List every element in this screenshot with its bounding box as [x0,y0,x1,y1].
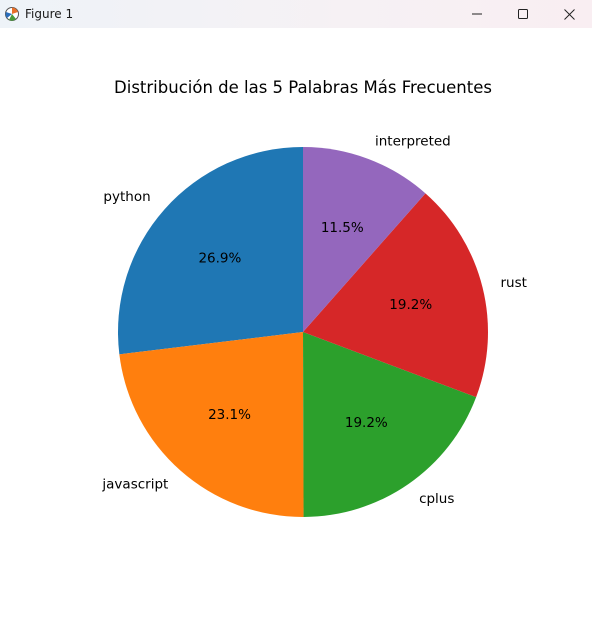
slice-label-javascript: javascript [101,477,168,493]
slice-label-rust: rust [500,275,526,291]
maximize-icon [518,9,528,19]
pie-slice-python [118,147,303,355]
matplotlib-icon [4,6,20,22]
pie-slice-rust [303,193,488,398]
slice-label-python: python [103,189,150,205]
slice-label-interpreted: interpreted [375,134,451,150]
pct-label-python: 26.9% [198,250,241,266]
pie-slice-cplus [303,332,477,517]
window-titlebar: Figure 1 [0,0,592,28]
pct-label-cplus: 19.2% [345,415,388,431]
close-button[interactable] [546,0,592,28]
minimize-button[interactable] [454,0,500,28]
pct-label-interpreted: 11.5% [321,220,364,236]
pie-slice-javascript [119,332,304,518]
slice-label-cplus: cplus [419,491,454,507]
pct-label-rust: 19.2% [389,297,432,313]
close-icon [563,8,575,20]
maximize-button[interactable] [500,0,546,28]
figure-canvas: Distribución de las 5 Palabras Más Frecu… [0,28,592,628]
minimize-icon [472,13,482,15]
pie-chart: Distribución de las 5 Palabras Más Frecu… [101,78,527,518]
pie-slice-interpreted [303,147,426,332]
chart-title: Distribución de las 5 Palabras Más Frecu… [114,78,492,97]
window-title: Figure 1 [25,7,74,21]
pct-label-javascript: 23.1% [208,407,251,423]
